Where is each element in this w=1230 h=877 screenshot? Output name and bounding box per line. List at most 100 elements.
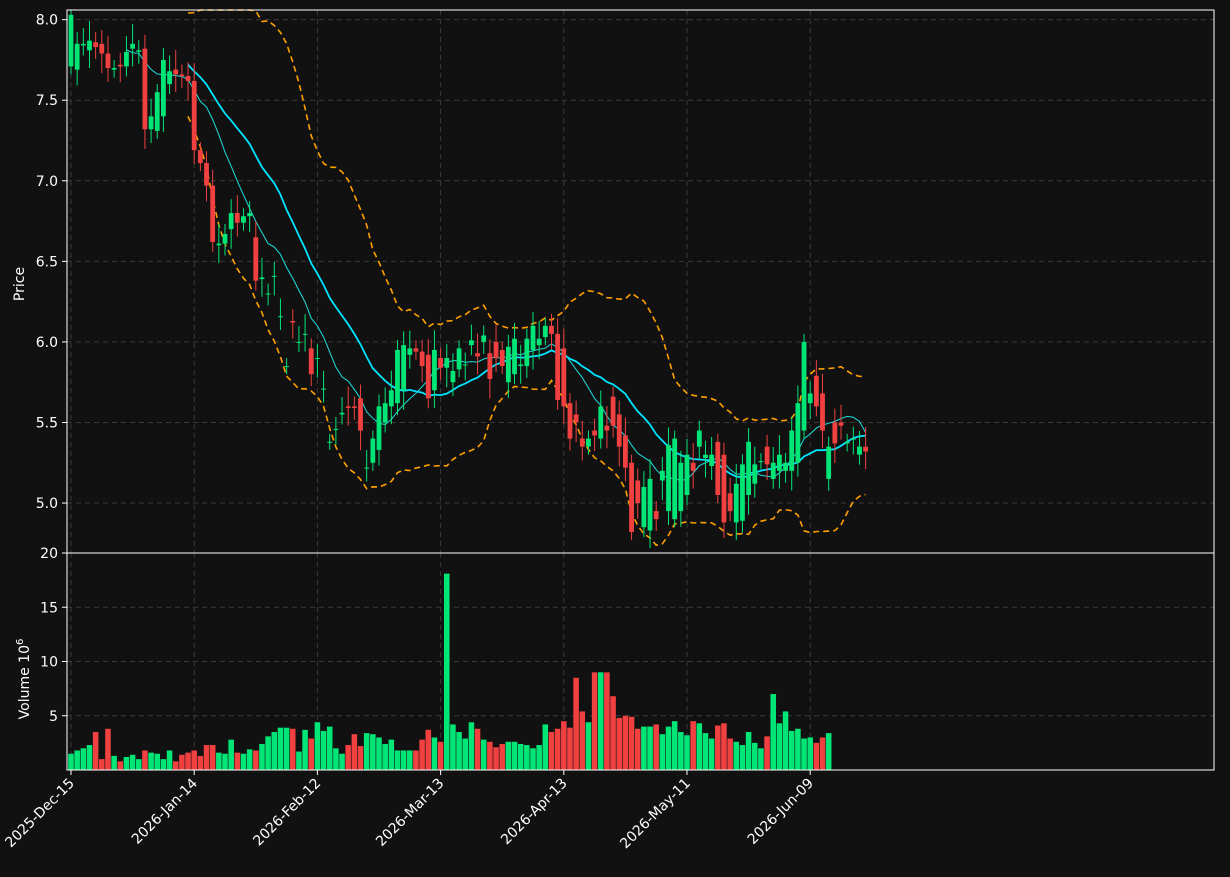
candle-body — [148, 116, 154, 130]
volume-bars — [68, 573, 832, 770]
candle-body — [758, 461, 764, 463]
price-axis-label: Price — [12, 267, 28, 301]
volume-bar — [382, 743, 388, 770]
volume-bar — [265, 736, 271, 770]
volume-bar — [597, 672, 604, 770]
candle-body — [302, 333, 308, 335]
candle-body — [783, 462, 788, 471]
candle-body — [666, 445, 671, 512]
candle-body — [586, 438, 591, 447]
volume-bar — [782, 711, 789, 770]
candle-body — [204, 163, 209, 186]
volume-bar — [253, 750, 259, 770]
volume-bar — [246, 749, 253, 770]
volume-bar — [105, 728, 111, 770]
candle-body — [813, 375, 819, 407]
volume-bar — [628, 716, 635, 770]
candle-body — [345, 406, 351, 408]
candle-body — [616, 414, 622, 447]
volume-bar — [117, 761, 124, 770]
volume-bar — [462, 738, 469, 770]
candle-body — [641, 486, 647, 528]
candle-body — [425, 354, 431, 399]
volume-bar — [690, 721, 696, 770]
candle-body — [154, 92, 160, 131]
volume-bar — [142, 750, 148, 770]
candle-body — [524, 338, 530, 367]
candle-body — [296, 341, 302, 343]
candle-body — [321, 388, 326, 390]
volume-bar — [326, 726, 333, 770]
candle-body — [672, 438, 678, 520]
volume-bar — [616, 717, 623, 770]
volume-bar — [425, 729, 432, 770]
lower-band-line — [187, 115, 866, 547]
volume-bar — [216, 752, 222, 770]
volume-bar — [357, 746, 364, 770]
candle-body — [746, 441, 752, 495]
candle-body — [167, 71, 172, 85]
candle-body — [468, 340, 474, 346]
volume-bar — [517, 743, 524, 770]
volume-bar — [388, 739, 395, 770]
candle-body — [721, 454, 727, 523]
volume-bar — [493, 747, 499, 770]
candlesticks — [68, 10, 869, 549]
candle-body — [191, 80, 197, 151]
volume-tick-label: 10 — [40, 655, 58, 671]
volume-bar — [561, 721, 567, 770]
candle-body — [635, 480, 641, 504]
volume-bar — [480, 739, 487, 770]
volume-bar — [554, 728, 561, 770]
price-y-axis: 5.0 5.5 6.0 6.5 7.0 7.5 8.0 — [36, 13, 67, 512]
volume-bar — [86, 745, 93, 770]
volume-bar — [431, 737, 438, 770]
candle-body — [770, 462, 776, 479]
volume-bar — [437, 741, 444, 770]
candle-body — [124, 51, 129, 67]
candle-body — [844, 441, 850, 444]
volume-bar — [591, 672, 598, 770]
volume-bar — [296, 751, 302, 770]
candle-body — [850, 438, 856, 440]
candle-body — [247, 213, 253, 217]
candle-body — [530, 325, 536, 350]
candle-body — [764, 446, 770, 465]
volume-bar — [376, 737, 382, 770]
volume-bar — [419, 739, 425, 770]
candle-body — [388, 390, 394, 407]
candle-body — [462, 364, 468, 366]
candle-body — [659, 470, 665, 481]
candle-body — [715, 441, 721, 495]
volume-bar — [129, 754, 136, 770]
volume-bar — [456, 732, 462, 770]
candle-body — [579, 438, 585, 447]
volume-bar — [751, 742, 758, 770]
price-tick-label: 6.5 — [36, 254, 58, 270]
volume-bar — [585, 722, 592, 770]
volume-bar — [548, 732, 555, 770]
candle-body — [173, 69, 179, 75]
volume-bar — [542, 724, 549, 770]
candle-body — [259, 277, 265, 280]
candle-body — [395, 349, 400, 404]
volume-bar — [795, 728, 801, 770]
candle-body — [696, 430, 702, 447]
price-tick-label: 7.0 — [36, 174, 58, 190]
volume-bar — [443, 573, 450, 770]
candle-body — [308, 348, 314, 375]
candle-body — [653, 511, 659, 520]
volume-bar — [573, 677, 579, 770]
volume-bar — [788, 730, 795, 770]
candle-body — [382, 403, 388, 423]
candle-body — [475, 353, 480, 357]
volume-bar — [450, 724, 456, 770]
price-tick-label: 8.0 — [36, 13, 58, 29]
volume-bar — [524, 745, 530, 770]
price-tick-label: 7.5 — [36, 93, 58, 109]
candle-body — [604, 425, 610, 431]
volume-bar — [579, 711, 586, 770]
volume-y-axis: 5 10 15 20 — [40, 546, 67, 725]
candle-body — [561, 348, 567, 407]
candle-body — [68, 14, 74, 67]
